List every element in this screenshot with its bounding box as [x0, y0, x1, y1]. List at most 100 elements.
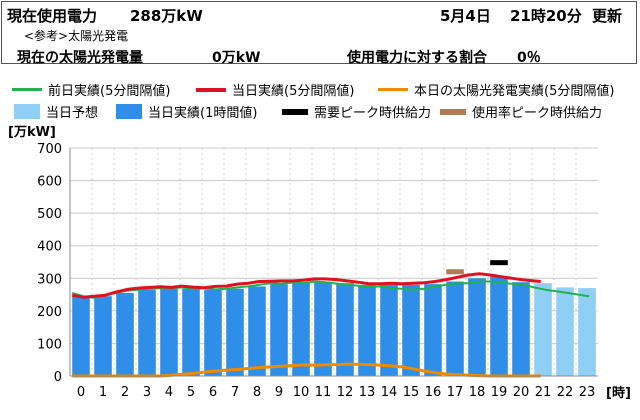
y-tick-label: 400: [37, 240, 62, 255]
legend-forecast-label: 当日予想: [46, 106, 99, 121]
legend-peak-usage-swatch: [440, 108, 466, 115]
forecast-bar: [556, 287, 574, 376]
legend-peak-usage: 使用率ピーク時供給力: [440, 102, 602, 121]
chart-legend: 前日実績(5分間隔値) 当日実績(5分間隔値) 本日の太陽光発電実績(5分間隔値…: [0, 74, 640, 122]
legend-prev-day-swatch: [12, 88, 42, 91]
legend-hourly-actual-label: 当日実績(1時間値): [148, 106, 258, 121]
x-tick-label: 16: [425, 385, 442, 400]
y-tick-label: 600: [37, 175, 62, 190]
actual-bar: [226, 288, 244, 376]
x-tick-label: 9: [275, 385, 283, 400]
actual-bar: [94, 296, 112, 376]
x-tick-label: 5: [187, 385, 195, 400]
x-tick-label: 23: [579, 385, 596, 400]
y-tick-label: 500: [37, 207, 62, 222]
y-tick-label: 300: [37, 272, 62, 287]
actual-bar: [358, 284, 376, 376]
x-tick-label: 7: [231, 385, 239, 400]
actual-bar: [160, 288, 178, 376]
actual-bar: [138, 289, 156, 376]
legend-hourly-actual: 当日実績(1時間値): [116, 102, 257, 121]
info-panel: 現在使用電力 288万kW 5月4日 21時20分 更新 <参考>太陽光発電 現…: [1, 1, 637, 66]
actual-bar: [336, 283, 354, 376]
x-tick-label: 17: [447, 385, 464, 400]
legend-solar-swatch: [378, 88, 408, 91]
actual-bar: [248, 286, 266, 376]
forecast-bar: [534, 283, 552, 376]
actual-bar: [424, 284, 442, 376]
y-tick-label: 200: [37, 305, 62, 320]
solar-ratio-value: 0％: [517, 50, 541, 66]
y-axis-label: [万kW]: [8, 125, 56, 140]
y-tick-label: 0: [54, 370, 62, 385]
x-tick-label: 12: [337, 385, 354, 400]
forecast-bar: [578, 288, 596, 376]
x-tick-label: 1: [99, 385, 107, 400]
solar-label: 現在の太陽光発電量: [17, 50, 143, 66]
x-tick-label: 19: [491, 385, 508, 400]
actual-bar: [314, 281, 332, 376]
x-tick-label: 21: [535, 385, 552, 400]
y-tick-label: 100: [37, 337, 62, 352]
update-date: 5月4日: [440, 7, 491, 25]
current-usage-label: 現在使用電力: [7, 7, 98, 25]
actual-bar: [116, 292, 134, 376]
legend-peak-usage-label: 使用率ピーク時供給力: [472, 106, 603, 121]
x-tick-label: 22: [557, 385, 574, 400]
legend-solar-label: 本日の太陽光発電実績(5分間隔値): [414, 84, 615, 99]
x-tick-label: 0: [77, 385, 85, 400]
actual-bar: [402, 284, 420, 376]
actual-bar: [490, 276, 508, 376]
x-tick-label: 13: [359, 385, 376, 400]
actual-bar: [182, 288, 200, 376]
legend-today-actual: 当日実績(5分間隔値): [196, 80, 354, 99]
x-tick-label: 11: [315, 385, 332, 400]
actual-bar: [446, 281, 464, 376]
legend-today-actual-swatch: [196, 87, 226, 92]
update-label: 更新: [592, 7, 623, 25]
legend-forecast: 当日予想: [14, 102, 98, 121]
x-tick-label: 18: [469, 385, 486, 400]
x-tick-label: 3: [143, 385, 151, 400]
x-tick-label: 20: [513, 385, 530, 400]
actual-bar: [292, 282, 310, 376]
y-tick-label: 700: [37, 142, 62, 157]
legend-today-actual-label: 当日実績(5分間隔値): [232, 84, 355, 99]
x-tick-label: 15: [403, 385, 420, 400]
x-tick-label: 10: [293, 385, 310, 400]
legend-prev-day: 前日実績(5分間隔値): [12, 80, 170, 99]
update-time: 21時20分: [510, 7, 582, 25]
actual-bar: [72, 296, 90, 376]
actual-bar: [468, 278, 486, 376]
actual-bar: [380, 284, 398, 376]
actual-bar: [204, 289, 222, 376]
legend-peak-demand-swatch: [282, 108, 308, 115]
solar-value: 0万kW: [212, 50, 261, 66]
chart-bars: [72, 276, 596, 376]
chart-markers: [446, 260, 508, 275]
solar-line: [72, 362, 541, 378]
current-usage-value: 288万kW: [130, 7, 203, 25]
chart-grid: [70, 147, 598, 377]
peak-usage-marker: [446, 269, 464, 275]
reference-label: <参考>太陽光発電: [24, 29, 129, 43]
today-actual-line: [71, 272, 541, 299]
legend-peak-demand: 需要ピーク時供給力: [282, 102, 431, 121]
legend-peak-demand-label: 需要ピーク時供給力: [314, 106, 432, 121]
legend-prev-day-label: 前日実績(5分間隔値): [48, 84, 171, 99]
x-axis-label: [時]: [606, 385, 631, 401]
x-tick-label: 14: [381, 385, 398, 400]
x-tick-label: 6: [209, 385, 217, 400]
actual-bar: [512, 282, 530, 376]
x-tick-label: 2: [121, 385, 129, 400]
legend-hourly-actual-swatch: [116, 104, 142, 119]
solar-ratio-label: 使用電力に対する割合: [347, 50, 487, 66]
legend-solar: 本日の太陽光発電実績(5分間隔値): [378, 80, 614, 99]
actual-bar: [270, 284, 288, 376]
peak-demand-marker: [490, 260, 508, 266]
x-tick-label: 8: [253, 385, 261, 400]
legend-forecast-swatch: [14, 104, 40, 119]
chart-lines: [71, 272, 590, 378]
